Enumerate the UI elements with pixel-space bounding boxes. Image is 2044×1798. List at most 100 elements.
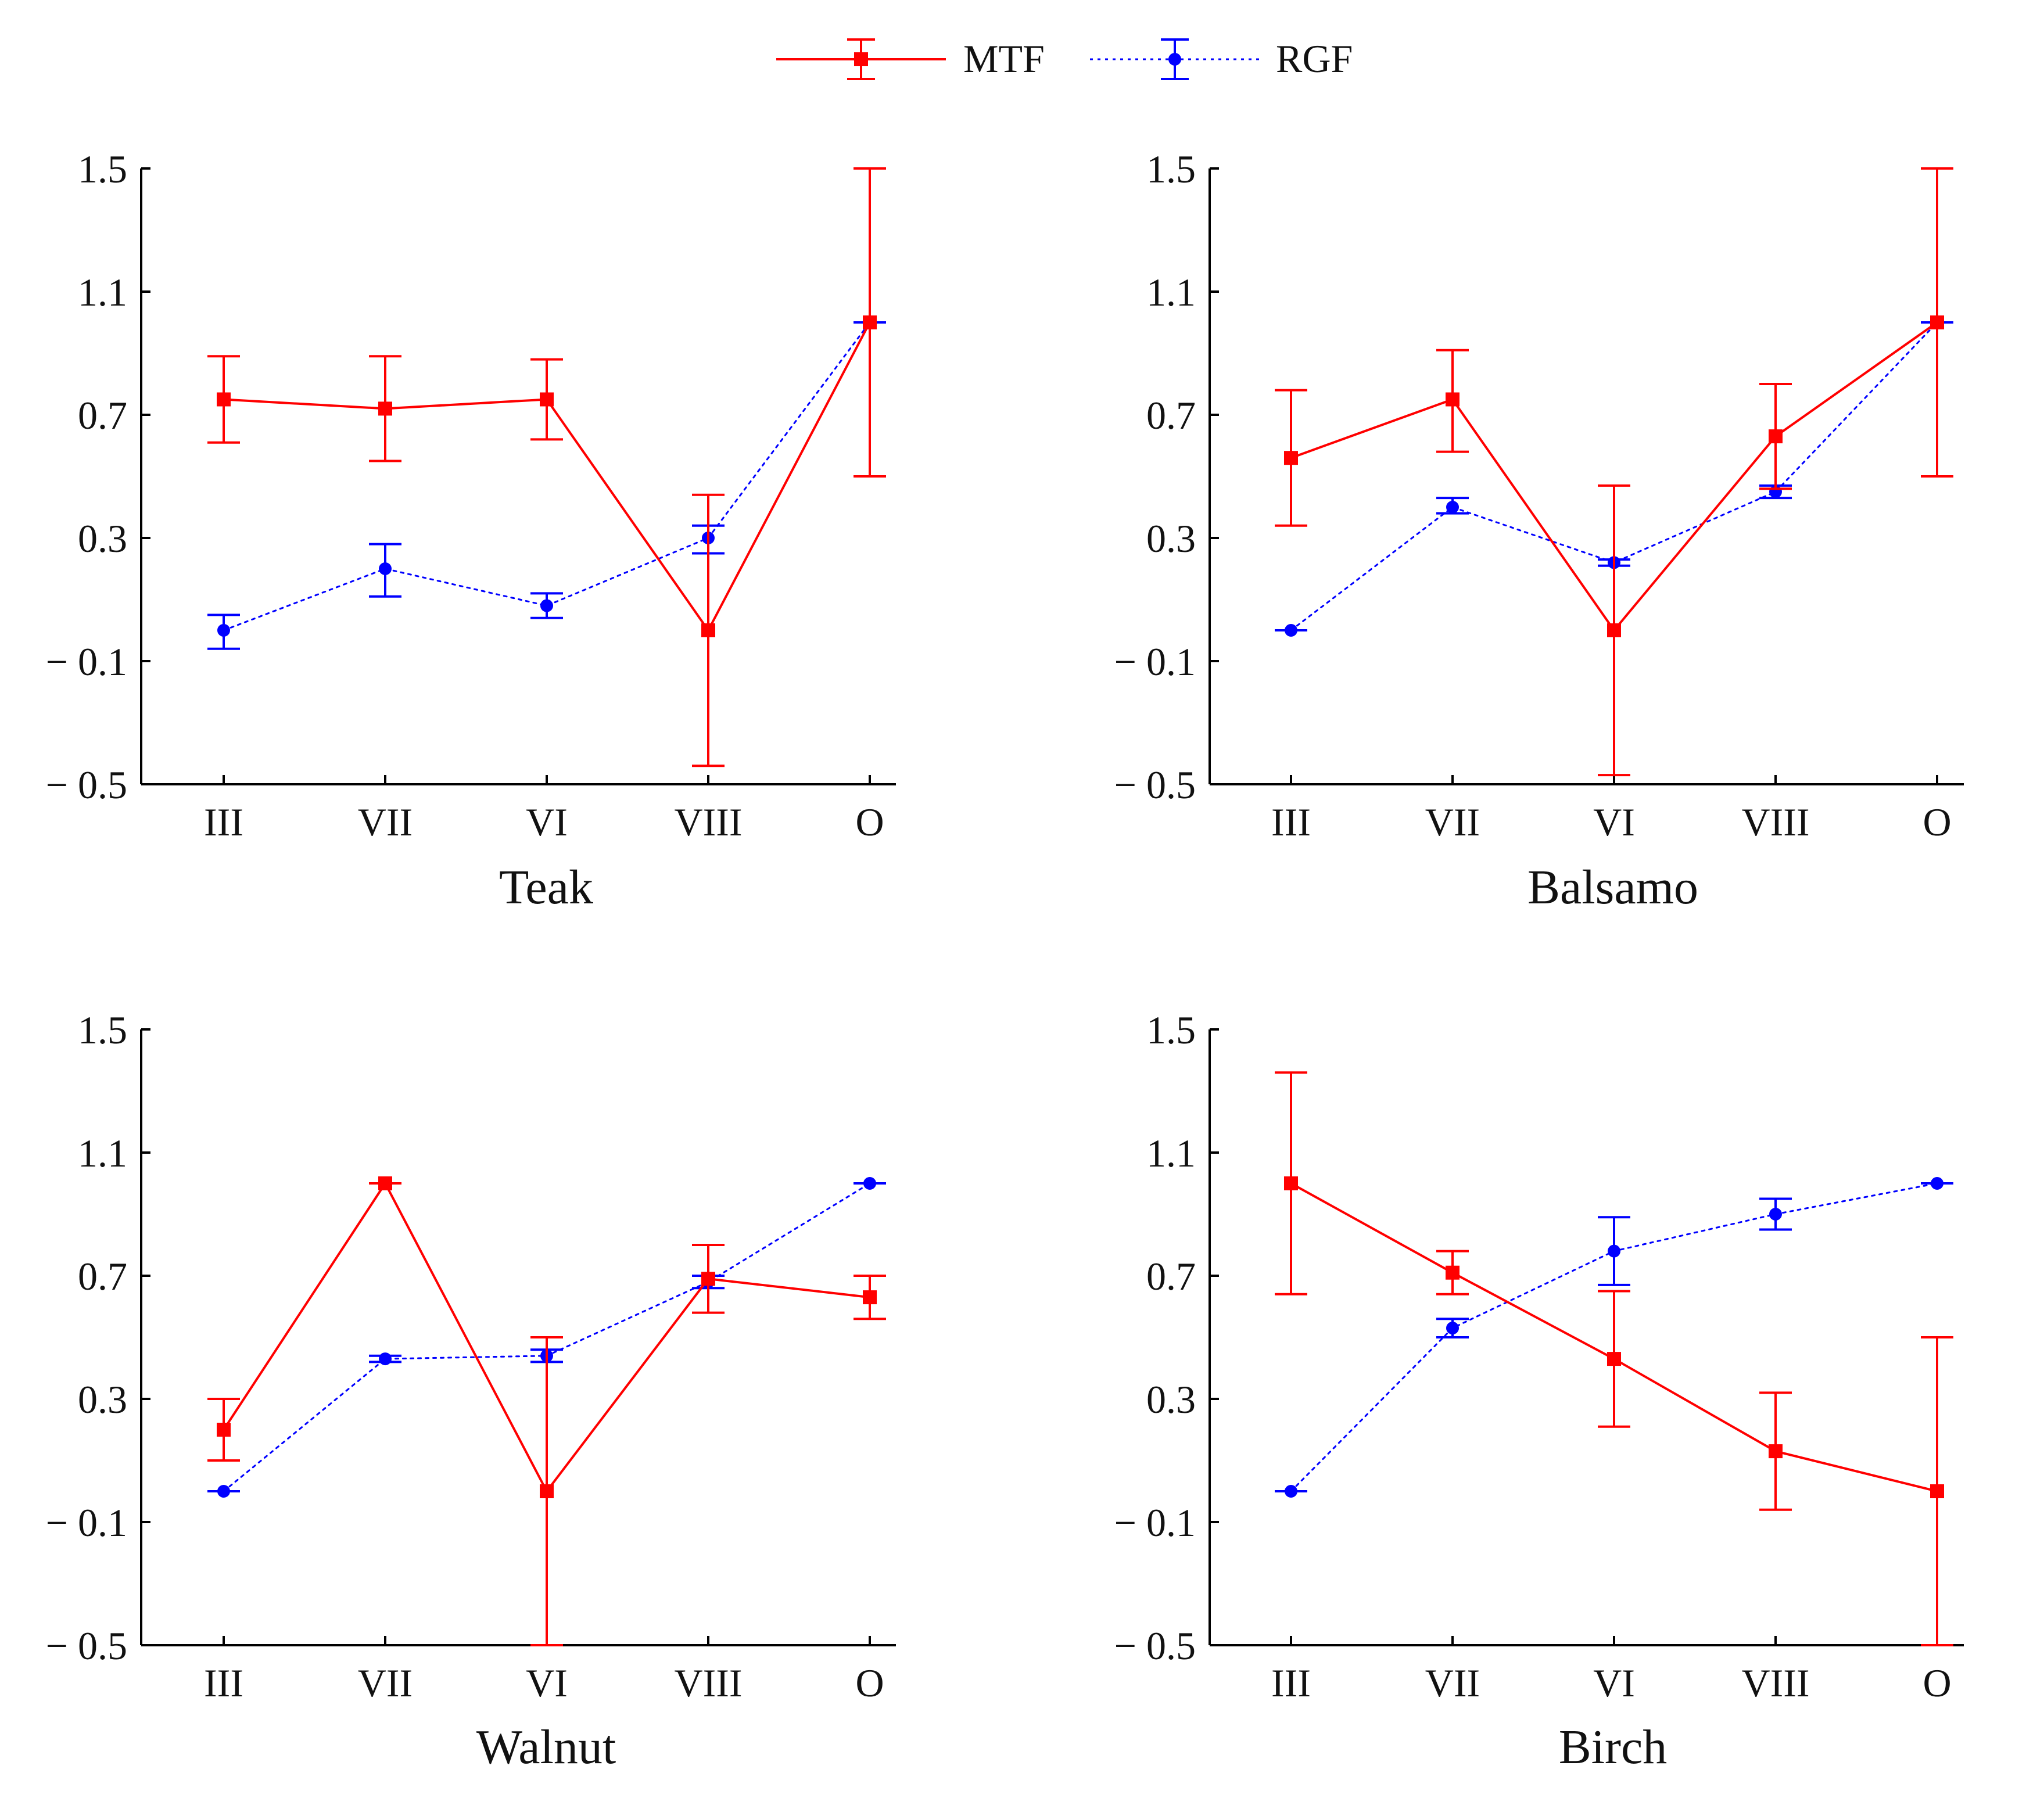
data-point-mtf <box>863 1290 877 1305</box>
panel-birch: − 0.5 − 0.1 0.3 0.7 1.1 1.5 III VII VI VIII O Birc… <box>1114 1008 1964 1774</box>
x-tick-label: VI <box>526 1661 568 1705</box>
legend-entry-rgf: RGF <box>1090 37 1353 81</box>
x-tick-label: O <box>855 1661 884 1705</box>
y-tick-label: 0.3 <box>78 1377 127 1422</box>
plot-area-balsamo: − 0.5 − 0.1 0.3 0.7 1.1 1.5 III VII VI VIII O <box>1114 147 1964 844</box>
data-point-rgf <box>1285 624 1297 637</box>
x-tick-label: VI <box>526 800 568 844</box>
y-tick-label: 1.1 <box>1146 270 1196 314</box>
plot-area-walnut: − 0.5 − 0.1 0.3 0.7 1.1 1.5 III VII VI VIII O <box>46 1008 896 1705</box>
y-tick-label: − 0.5 <box>46 1624 127 1668</box>
y-tick-label: − 0.5 <box>1114 1624 1196 1668</box>
x-tick-label: III <box>1271 1661 1311 1705</box>
data-point-mtf <box>701 1272 715 1286</box>
legend-label-rgf: RGF <box>1276 37 1353 81</box>
x-tick-label: III <box>204 1661 243 1705</box>
data-point-mtf <box>1446 392 1460 407</box>
y-tick-label: 1.5 <box>78 1008 127 1052</box>
data-point-mtf <box>217 1423 231 1437</box>
series-line-rgf <box>1290 321 1938 631</box>
data-point-rgf <box>217 624 230 637</box>
panel-title-balsamo: Balsamo <box>1527 860 1698 914</box>
data-point-mtf <box>378 1176 392 1190</box>
x-tick-label: VII <box>1425 1661 1480 1705</box>
panel-title-walnut: Walnut <box>476 1720 616 1774</box>
data-point-rgf <box>1285 1485 1297 1498</box>
data-point-rgf <box>1446 501 1459 514</box>
data-point-mtf <box>540 1484 554 1498</box>
y-tick-label: − 0.1 <box>46 640 127 684</box>
plot-area-birch: − 0.5 − 0.1 0.3 0.7 1.1 1.5 III VII VI VIII O <box>1114 1008 1964 1705</box>
legend-marker <box>854 52 868 66</box>
y-tick-label: − 0.1 <box>46 1501 127 1545</box>
data-point-mtf <box>1284 1176 1298 1190</box>
x-tick-label: III <box>1271 800 1311 844</box>
data-point-rgf <box>1769 1208 1782 1221</box>
x-tick-label: VIII <box>1741 1661 1809 1705</box>
legend: MTF RGF <box>776 37 1353 81</box>
series-line-rgf <box>223 321 871 631</box>
data-point-mtf <box>378 401 392 416</box>
data-point-rgf <box>863 1177 876 1190</box>
panel-walnut: − 0.5 − 0.1 0.3 0.7 1.1 1.5 III VII VI VIII O Waln… <box>46 1008 896 1774</box>
legend-marker <box>1168 53 1181 66</box>
y-tick-label: 0.7 <box>1146 1254 1196 1298</box>
data-point-mtf <box>1769 429 1783 444</box>
y-tick-label: − 0.1 <box>1114 1501 1196 1545</box>
y-tick-label: 0.3 <box>78 516 127 561</box>
data-point-mtf <box>1769 1444 1783 1459</box>
data-point-mtf <box>1930 315 1944 329</box>
x-tick-label: O <box>855 800 884 844</box>
data-point-mtf <box>217 392 231 407</box>
x-tick-label: VIII <box>1741 800 1809 844</box>
data-point-rgf <box>379 1352 392 1366</box>
legend-entry-mtf: MTF <box>776 37 1045 81</box>
panel-title-birch: Birch <box>1559 1720 1668 1774</box>
y-tick-label: 1.5 <box>78 147 127 191</box>
data-point-mtf <box>1607 623 1621 637</box>
y-tick-label: 1.5 <box>1146 1008 1196 1052</box>
x-tick-label: VI <box>1593 800 1635 844</box>
data-point-mtf <box>1607 1352 1621 1366</box>
panel-teak: − 0.5 − 0.1 0.3 0.7 1.1 1.5 III VII VI VIII O Teak <box>46 147 896 914</box>
y-tick-label: 1.1 <box>78 1131 127 1175</box>
data-point-mtf <box>1446 1265 1460 1280</box>
y-tick-label: 1.1 <box>1146 1131 1196 1175</box>
x-tick-label: O <box>1923 1661 1951 1705</box>
y-tick-label: 1.5 <box>1146 147 1196 191</box>
data-point-mtf <box>863 315 877 329</box>
data-point-rgf <box>379 562 392 575</box>
data-point-rgf <box>1608 1244 1620 1258</box>
x-tick-label: VII <box>358 800 413 844</box>
legend-swatch-mtf <box>776 38 946 80</box>
y-tick-label: 0.3 <box>1146 1377 1196 1422</box>
x-tick-label: O <box>1923 800 1951 844</box>
x-tick-label: VII <box>1425 800 1480 844</box>
plot-area-teak: − 0.5 − 0.1 0.3 0.7 1.1 1.5 III VII VI VIII O <box>46 147 896 844</box>
y-tick-label: − 0.5 <box>46 763 127 807</box>
data-point-rgf <box>1931 1177 1943 1190</box>
data-point-rgf <box>1446 1322 1459 1335</box>
data-point-mtf <box>701 623 715 637</box>
data-point-mtf <box>1930 1484 1944 1498</box>
x-tick-label: VIII <box>674 1661 742 1705</box>
y-tick-label: − 0.1 <box>1114 640 1196 684</box>
x-tick-label: VII <box>358 1661 413 1705</box>
data-point-mtf <box>540 392 554 407</box>
x-tick-label: VIII <box>674 800 742 844</box>
data-point-rgf <box>540 599 553 612</box>
x-tick-label: VI <box>1593 1661 1635 1705</box>
y-tick-label: − 0.5 <box>1114 763 1196 807</box>
x-tick-label: III <box>204 800 243 844</box>
y-tick-label: 1.1 <box>78 270 127 314</box>
panel-balsamo: − 0.5 − 0.1 0.3 0.7 1.1 1.5 III VII VI VIII O Bals… <box>1114 147 1964 914</box>
data-point-rgf <box>217 1485 230 1498</box>
data-point-mtf <box>1284 451 1298 465</box>
legend-label-mtf: MTF <box>963 37 1045 81</box>
legend-swatch-rgf <box>1090 38 1260 80</box>
y-tick-label: 0.7 <box>78 393 127 437</box>
y-tick-label: 0.7 <box>1146 393 1196 437</box>
y-tick-label: 0.7 <box>78 1254 127 1298</box>
panel-title-teak: Teak <box>499 860 593 914</box>
